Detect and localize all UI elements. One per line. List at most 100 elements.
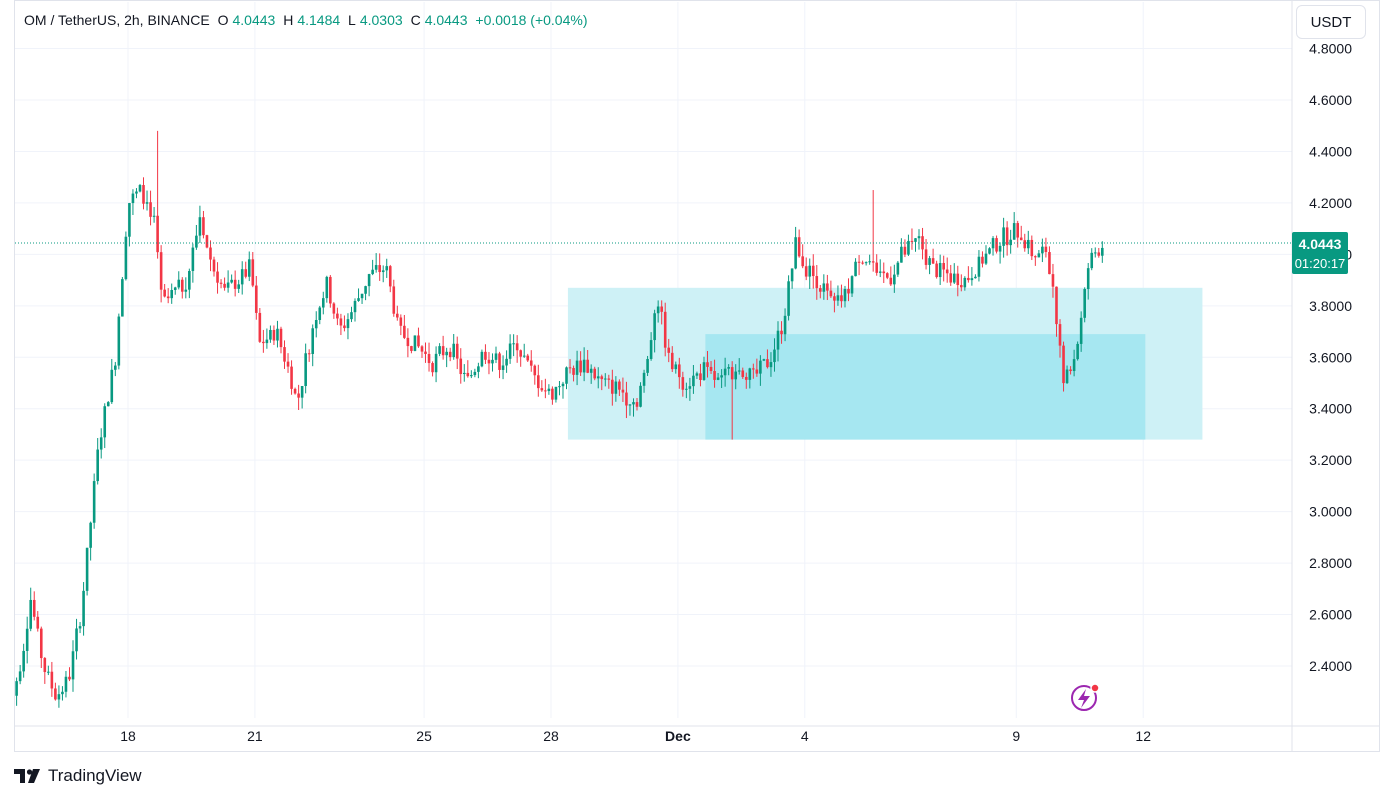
candle-body [537,375,540,389]
currency-button[interactable]: USDT [1296,5,1366,39]
candle-body [272,329,276,341]
candle [646,355,649,377]
candle-body [688,386,692,389]
candle-body [258,312,262,342]
candle-body [551,388,554,400]
candle [92,473,96,529]
candle-body [678,364,681,378]
y-tick-label: 2.4000 [1309,658,1352,674]
candle [1002,217,1005,258]
y-tick-label: 4.4000 [1309,143,1352,159]
candle [670,346,674,373]
candle [582,347,586,382]
candle [928,255,931,275]
candle [783,308,787,342]
candle-body [512,343,515,345]
candle [396,305,399,321]
candle [815,265,819,300]
candle [864,261,868,266]
candle [875,254,879,276]
candle-body [727,367,730,369]
candle-body [995,238,998,252]
candle-body [92,481,96,523]
y-tick-label: 3.6000 [1309,349,1352,365]
candle-body [579,360,582,373]
candle [357,288,360,302]
candle-body [956,273,960,286]
candle [410,345,413,354]
candle-body [921,236,924,250]
candle [762,358,766,362]
candle-body [410,346,413,351]
candle-body [642,372,646,386]
candle-body [286,361,290,367]
candle-body [265,339,269,344]
open-key: O [217,12,229,28]
candle [191,243,195,283]
candle-body [427,353,431,364]
candle [730,361,734,440]
candle [942,255,945,282]
candle [709,361,713,374]
candle-body [240,269,244,285]
candle-body [639,385,642,407]
candle-body [283,347,286,362]
candle [202,210,205,239]
candle [914,238,917,252]
candle-body [840,295,843,302]
candle [808,258,812,289]
candle-body [864,262,868,264]
candle-body [611,379,614,394]
candle-body [247,259,251,277]
candle-body [907,240,910,255]
lightning-icon[interactable] [1071,683,1100,711]
candle-body [653,313,656,341]
open-value: 4.0443 [232,12,276,28]
candle-body [470,375,473,377]
candle-body [702,362,706,380]
candle [924,239,928,270]
candle-layer [15,130,1104,708]
y-tick-label: 4.2000 [1309,195,1352,211]
candle [1083,287,1086,323]
candle [734,364,738,390]
candle [367,273,371,297]
candle [212,256,216,277]
candle-body [350,312,353,320]
candle [554,386,558,403]
candle [607,374,611,389]
candle [57,685,61,708]
candle-body [878,271,882,273]
candle-body [730,367,734,380]
candle [452,333,456,360]
candle [36,611,40,632]
candle-body [25,628,29,651]
candle [388,264,392,293]
candle [32,591,36,621]
candle [145,190,149,211]
candle-body [984,253,988,264]
candle-body [893,274,896,285]
chart-frame[interactable] [14,0,1380,752]
tradingview-logo[interactable]: TradingView [14,766,142,786]
candle [984,245,988,266]
candle [64,670,68,698]
candle-body [484,351,487,360]
candle [279,326,283,354]
symbol-line: OM / TetherUS, 2h, BINANCE [24,12,210,28]
candle [385,258,389,278]
y-tick-label: 4.6000 [1309,92,1352,108]
candle [276,320,279,348]
candle-body [649,340,653,359]
candle [649,332,653,361]
candle-body [269,329,272,340]
candle [1079,311,1083,352]
low-key: L [348,12,356,28]
candle [25,616,29,664]
candle [857,255,861,276]
candle-body [237,284,240,289]
candle-body [68,676,71,680]
candle-body [244,269,248,277]
candle [910,228,914,250]
